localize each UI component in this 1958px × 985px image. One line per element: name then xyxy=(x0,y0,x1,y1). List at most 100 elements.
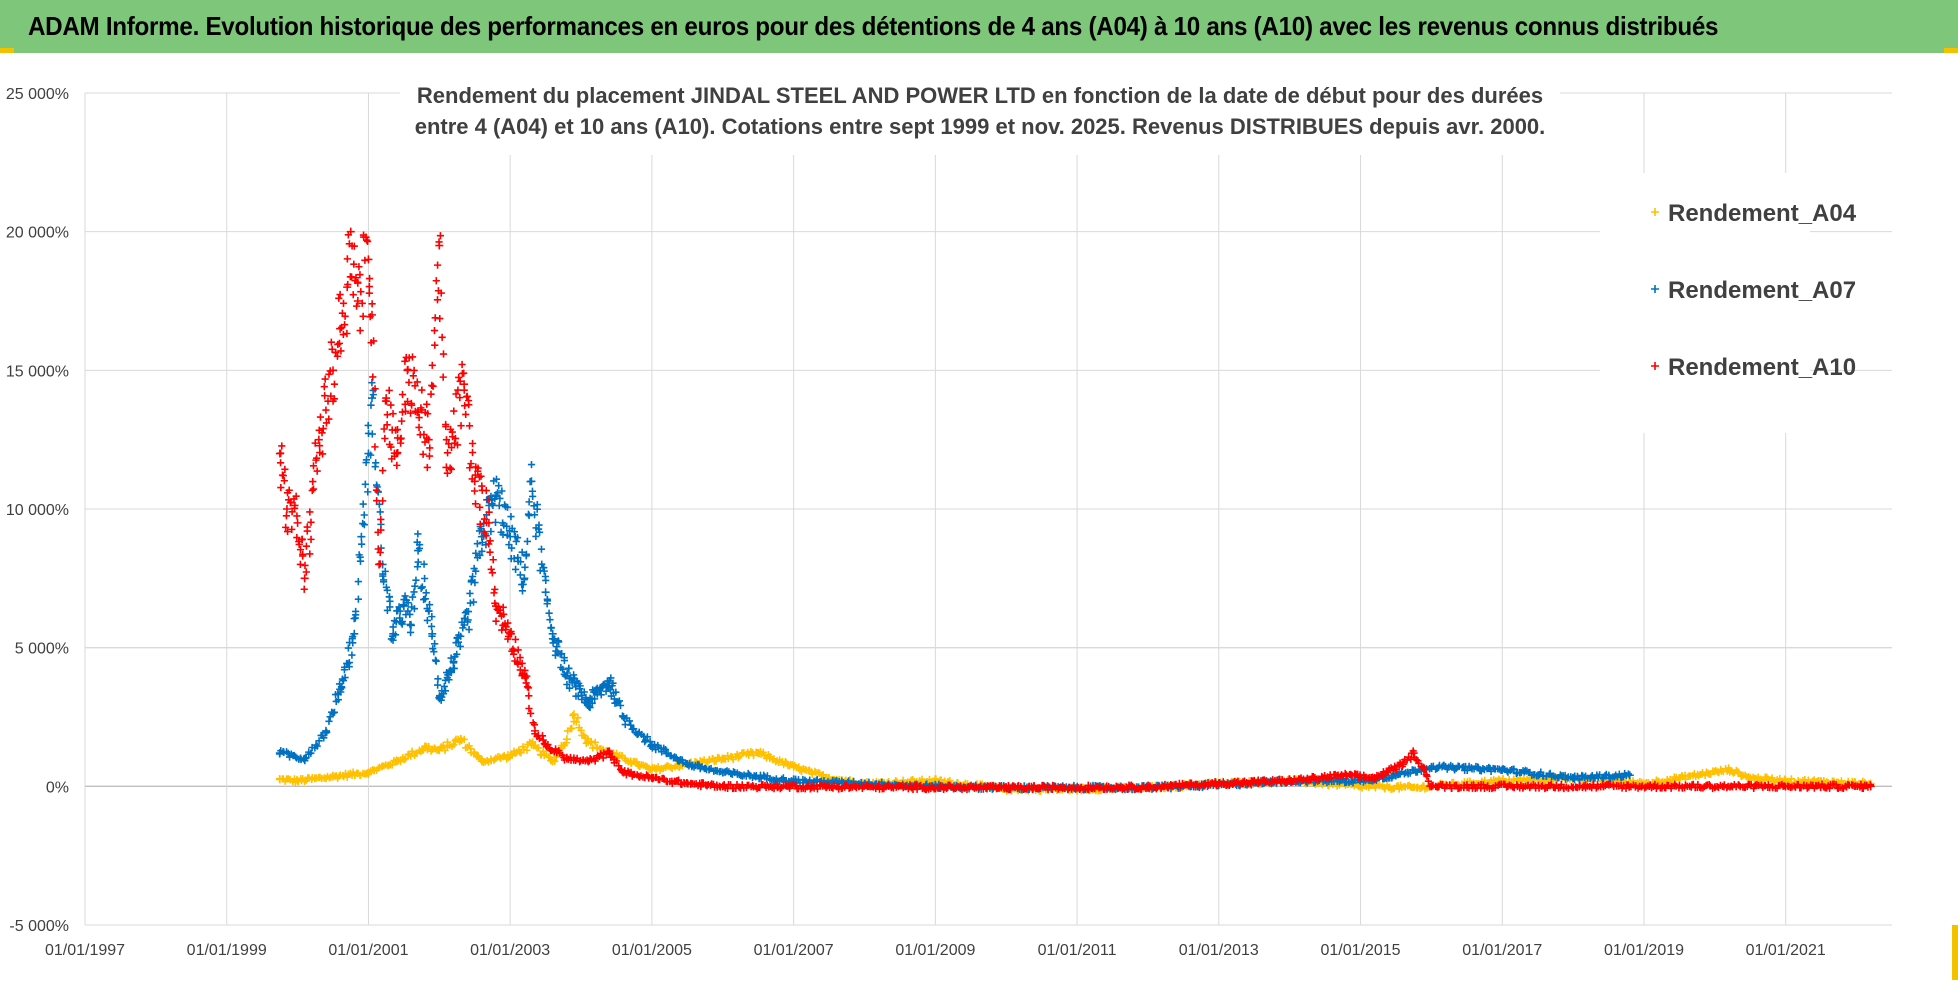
data-point xyxy=(795,763,803,771)
chart-title-line-2: entre 4 (A04) et 10 ans (A10). Cotations… xyxy=(415,114,1546,139)
data-point xyxy=(465,625,473,634)
header-banner: ADAM Informe. Evolution historique des p… xyxy=(0,0,1958,53)
data-point xyxy=(510,554,518,563)
data-point xyxy=(1006,785,1014,794)
data-point xyxy=(404,599,412,607)
data-point xyxy=(309,477,317,486)
data-point xyxy=(726,781,735,789)
data-point xyxy=(368,379,376,387)
data-point xyxy=(484,496,492,504)
data-point xyxy=(411,382,419,390)
data-point xyxy=(749,781,757,790)
data-point xyxy=(398,417,406,425)
data-point xyxy=(406,610,414,619)
data-point xyxy=(396,607,404,615)
data-point xyxy=(607,674,615,682)
data-point xyxy=(496,494,504,503)
data-point xyxy=(425,742,433,751)
data-point xyxy=(675,776,683,784)
data-point xyxy=(503,522,511,530)
data-point xyxy=(545,609,553,617)
data-point xyxy=(450,741,458,749)
data-point xyxy=(425,601,434,609)
data-point xyxy=(415,413,423,422)
data-point xyxy=(367,401,375,409)
data-point xyxy=(365,282,373,291)
data-point xyxy=(555,638,563,646)
data-point xyxy=(1510,765,1518,773)
data-point xyxy=(468,475,476,483)
data-point xyxy=(420,560,428,568)
data-point xyxy=(367,451,375,459)
y-tick-label: 5 000% xyxy=(15,641,69,658)
data-point xyxy=(307,535,315,543)
data-point xyxy=(650,740,659,749)
data-point xyxy=(282,505,291,513)
data-point xyxy=(605,747,613,755)
data-point xyxy=(470,487,479,495)
data-point xyxy=(425,452,434,460)
data-point xyxy=(432,277,440,285)
data-point xyxy=(429,382,437,390)
series-Rendement_A10 xyxy=(275,227,1875,794)
data-point xyxy=(729,768,738,776)
data-point xyxy=(569,710,578,719)
data-point xyxy=(492,475,501,483)
data-point xyxy=(543,597,552,605)
corner-mark-top-left xyxy=(0,48,14,53)
axis-ticks: 25 000% 20 000% 15 000% 10 000% 5 000% 0% -5 0… xyxy=(6,86,1826,959)
data-point xyxy=(340,321,349,329)
data-point xyxy=(428,361,436,369)
data-point xyxy=(525,704,533,713)
data-point xyxy=(281,465,289,473)
data-point xyxy=(559,665,567,673)
data-point xyxy=(398,617,406,626)
data-point xyxy=(357,288,365,296)
data-point xyxy=(334,340,342,349)
data-point xyxy=(405,378,413,387)
data-point xyxy=(495,482,503,490)
data-point xyxy=(368,300,376,308)
data-point xyxy=(339,299,348,307)
data-point xyxy=(530,721,539,729)
data-point xyxy=(365,289,373,297)
data-point xyxy=(1398,762,1406,771)
data-point xyxy=(658,748,666,756)
data-point xyxy=(336,324,345,333)
data-point xyxy=(875,781,883,789)
data-point xyxy=(464,397,473,405)
data-point xyxy=(450,407,458,415)
data-point xyxy=(326,367,334,375)
data-point xyxy=(454,386,462,394)
data-point xyxy=(296,546,305,554)
data-point xyxy=(476,520,484,528)
data-point xyxy=(1029,785,1037,794)
data-point xyxy=(376,508,384,516)
data-point xyxy=(535,744,543,752)
data-point xyxy=(356,326,364,335)
x-tick-label: 01/01/2009 xyxy=(895,942,975,959)
y-tick-label: 20 000% xyxy=(6,225,69,242)
data-point xyxy=(424,435,433,444)
x-tick-label: 01/01/1997 xyxy=(45,942,125,959)
data-point xyxy=(322,419,331,427)
data-point xyxy=(410,588,418,596)
x-tick-label: 01/01/2013 xyxy=(1179,942,1259,959)
data-point xyxy=(425,607,433,615)
data-point xyxy=(285,486,293,494)
data-point xyxy=(418,386,426,394)
data-point xyxy=(295,540,303,549)
data-point xyxy=(383,421,391,429)
data-point xyxy=(434,681,442,689)
data-point xyxy=(770,785,778,793)
data-point xyxy=(813,785,822,793)
y-tick-label: 10 000% xyxy=(6,502,69,519)
data-point xyxy=(447,443,456,452)
data-point xyxy=(461,402,469,410)
data-point xyxy=(625,717,634,725)
data-point xyxy=(407,620,415,629)
data-point xyxy=(448,428,456,436)
data-point xyxy=(1384,768,1392,776)
data-point xyxy=(391,631,400,639)
data-point xyxy=(1624,770,1632,778)
